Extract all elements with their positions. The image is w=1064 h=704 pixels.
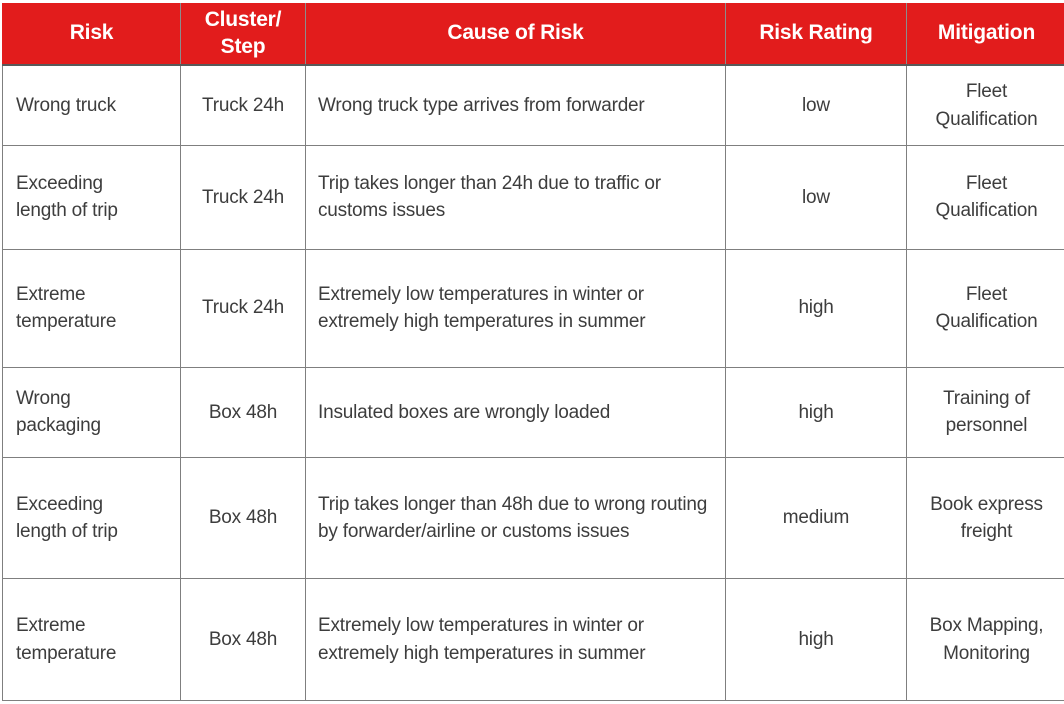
- table-row: Extreme temperature Box 48h Extremely lo…: [2, 578, 1064, 701]
- cell-cluster-step: Box 48h: [180, 366, 306, 459]
- cell-risk: Extreme temperature: [2, 248, 181, 368]
- cell-risk: Wrong packaging: [2, 366, 181, 459]
- cell-mitigation: Fleet Qualification: [906, 64, 1064, 147]
- cell-risk: Exceeding length of trip: [2, 457, 181, 580]
- cell-risk-rating: low: [725, 145, 907, 250]
- cell-cause: Extremely low temperatures in winter or …: [305, 578, 726, 701]
- cell-cluster-step: Truck 24h: [180, 248, 306, 368]
- cell-cluster-step: Box 48h: [180, 457, 306, 580]
- cell-risk-rating: high: [725, 248, 907, 368]
- cell-cause: Insulated boxes are wrongly loaded: [305, 366, 726, 459]
- column-header-cause-of-risk: Cause of Risk: [305, 3, 726, 66]
- cell-risk: Extreme temperature: [2, 578, 181, 701]
- cell-cluster-step: Truck 24h: [180, 64, 306, 147]
- risk-assessment-table: Risk Cluster/ Step Cause of Risk Risk Ra…: [2, 3, 1064, 701]
- cell-cause: Trip takes longer than 48h due to wrong …: [305, 457, 726, 580]
- table-row: Exceeding length of trip Truck 24h Trip …: [2, 145, 1064, 250]
- cell-risk-rating: high: [725, 578, 907, 701]
- table-row: Wrong packaging Box 48h Insulated boxes …: [2, 366, 1064, 459]
- cell-risk: Exceeding length of trip: [2, 145, 181, 250]
- cell-mitigation: Fleet Qualification: [906, 248, 1064, 368]
- table-body: Wrong truck Truck 24h Wrong truck type a…: [2, 64, 1064, 701]
- column-header-mitigation: Mitigation: [906, 3, 1064, 66]
- cell-mitigation: Box Mapping, Monitoring: [906, 578, 1064, 701]
- cell-risk-rating: high: [725, 366, 907, 459]
- cell-risk-rating: low: [725, 64, 907, 147]
- cell-mitigation: Book express freight: [906, 457, 1064, 580]
- cell-cause: Trip takes longer than 24h due to traffi…: [305, 145, 726, 250]
- table-row: Extreme temperature Truck 24h Extremely …: [2, 248, 1064, 368]
- cell-risk-rating: medium: [725, 457, 907, 580]
- table-row: Wrong truck Truck 24h Wrong truck type a…: [2, 64, 1064, 147]
- table-header: Risk Cluster/ Step Cause of Risk Risk Ra…: [2, 3, 1064, 66]
- column-header-cluster-step: Cluster/ Step: [180, 3, 306, 66]
- cell-cause: Extremely low temperatures in winter or …: [305, 248, 726, 368]
- cell-risk: Wrong truck: [2, 64, 181, 147]
- header-row: Risk Cluster/ Step Cause of Risk Risk Ra…: [2, 3, 1064, 66]
- table-row: Exceeding length of trip Box 48h Trip ta…: [2, 457, 1064, 580]
- cell-mitigation: Training of personnel: [906, 366, 1064, 459]
- column-header-risk: Risk: [2, 3, 181, 66]
- cell-mitigation: Fleet Qualification: [906, 145, 1064, 250]
- column-header-risk-rating: Risk Rating: [725, 3, 907, 66]
- cell-cause: Wrong truck type arrives from forwarder: [305, 64, 726, 147]
- cell-cluster-step: Box 48h: [180, 578, 306, 701]
- cell-cluster-step: Truck 24h: [180, 145, 306, 250]
